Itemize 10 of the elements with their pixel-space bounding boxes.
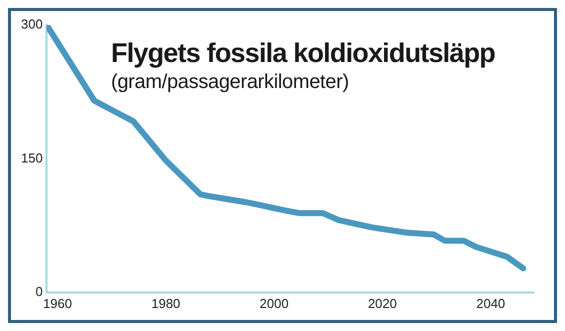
x-tick-label: 2020 bbox=[368, 296, 397, 311]
x-tick-label: 2000 bbox=[260, 296, 289, 311]
text: Flygets fossila koldioxidutsläpp bbox=[111, 37, 495, 69]
x-tick-label: 1960 bbox=[43, 296, 72, 311]
y-tick-label: 150 bbox=[20, 150, 43, 166]
y-tick-label: 0 bbox=[35, 284, 43, 299]
text: (gram/passagerarkilometer) bbox=[111, 70, 350, 95]
y-tick-label: 300 bbox=[20, 16, 43, 32]
x-tick-label: 2040 bbox=[476, 296, 506, 311]
x-tick-label: 1980 bbox=[151, 296, 180, 311]
